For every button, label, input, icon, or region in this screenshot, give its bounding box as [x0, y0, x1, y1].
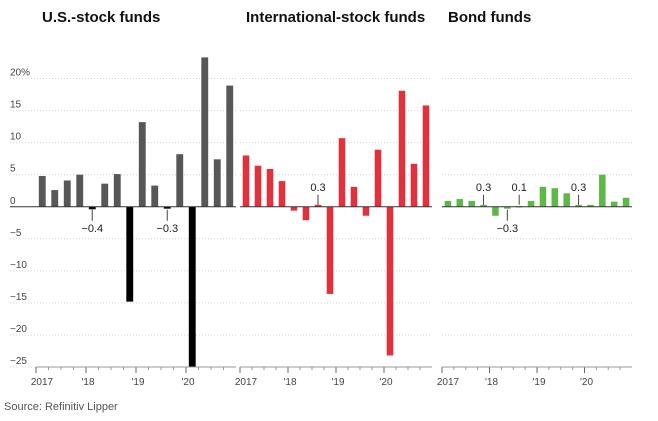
bar [456, 199, 464, 207]
bar [551, 188, 559, 207]
bar [527, 200, 535, 207]
y-tick-label: 0 [10, 196, 16, 207]
x-tick-label: '19 [131, 377, 144, 388]
data-label: 0.3 [310, 182, 325, 194]
bar [63, 180, 71, 207]
bar [201, 57, 209, 207]
bar [410, 163, 418, 207]
y-tick-label: −5 [10, 228, 22, 239]
bar [492, 206, 499, 216]
x-tick-label: '20 [379, 377, 392, 388]
bar [213, 159, 221, 207]
bar [444, 200, 452, 207]
y-tick-label: 20% [10, 68, 30, 79]
bar [76, 174, 84, 207]
bar [480, 204, 487, 207]
bar [176, 154, 184, 207]
bar [163, 206, 171, 209]
y-tick-label: −10 [10, 260, 27, 271]
bar [226, 85, 234, 207]
data-label: −0.3 [496, 223, 518, 235]
panel-title: International-stock funds [246, 9, 425, 26]
panel-title: U.S.-stock funds [42, 9, 160, 26]
x-tick-label: 2017 [235, 377, 258, 388]
bar [422, 105, 430, 207]
bar [622, 197, 630, 207]
y-tick-label: 15 [10, 100, 22, 111]
x-tick-label: '20 [580, 377, 593, 388]
bar [374, 149, 382, 207]
bar [599, 174, 606, 207]
bar [101, 183, 109, 207]
x-tick-label: 2017 [437, 377, 460, 388]
bar [302, 206, 310, 221]
data-label: −0.4 [81, 223, 103, 235]
bar [188, 206, 196, 367]
x-tick-label: 2017 [31, 377, 54, 388]
bar [398, 90, 406, 207]
y-tick-label: 10 [10, 132, 22, 143]
bar [610, 201, 618, 207]
bar [326, 206, 334, 294]
bar [278, 181, 286, 207]
bar [290, 206, 298, 211]
bar [126, 206, 134, 302]
bar [266, 168, 274, 207]
bar [386, 206, 394, 356]
bar [362, 206, 370, 216]
bar [468, 200, 475, 207]
bar [138, 122, 146, 207]
data-label: 0.3 [571, 182, 586, 194]
bar [51, 190, 59, 207]
bar [151, 185, 159, 207]
x-tick-label: '19 [532, 377, 545, 388]
bar [242, 155, 250, 207]
data-label: 0.1 [512, 182, 527, 194]
x-tick-label: '20 [181, 377, 194, 388]
bar [575, 204, 582, 207]
bar [504, 206, 511, 209]
data-label: −0.3 [156, 223, 178, 235]
panel-title: Bond funds [448, 9, 531, 26]
y-tick-label: −25 [10, 356, 27, 367]
bar [113, 174, 121, 207]
bar [314, 204, 322, 207]
bar [338, 138, 346, 207]
bar [587, 204, 594, 207]
bar [350, 186, 358, 207]
x-tick-label: '19 [331, 377, 344, 388]
y-tick-label: −20 [10, 324, 27, 335]
bar [38, 175, 46, 207]
bar [539, 186, 547, 207]
source-note: Source: Refinitiv Lipper [4, 401, 118, 413]
x-tick-label: '18 [81, 377, 94, 388]
y-tick-label: 5 [10, 164, 16, 175]
bar [563, 193, 570, 207]
x-tick-label: '18 [283, 377, 296, 388]
x-tick-label: '18 [485, 377, 498, 388]
data-label: 0.3 [476, 182, 491, 194]
y-tick-label: −15 [10, 292, 27, 303]
bar [88, 206, 96, 210]
bar [254, 165, 262, 207]
